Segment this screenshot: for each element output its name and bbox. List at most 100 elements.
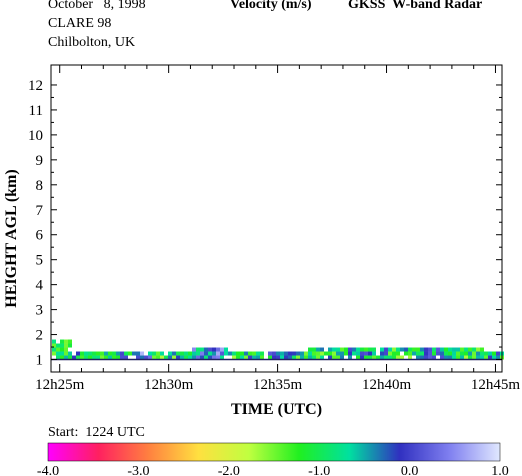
y-tick-label: 10 bbox=[28, 128, 43, 144]
echo-cell bbox=[436, 347, 440, 352]
x-tick-label: 12h30m bbox=[144, 377, 194, 393]
echo-cell bbox=[456, 355, 460, 360]
echo-cell bbox=[480, 351, 484, 356]
echo-cell bbox=[104, 355, 108, 360]
echo-cell bbox=[252, 355, 256, 360]
echo-cell bbox=[192, 351, 196, 356]
echo-cell bbox=[252, 351, 256, 356]
echo-cell bbox=[424, 351, 428, 356]
instrument-label: GKSS W-band Radar bbox=[348, 0, 483, 12]
x-tick-label: 12h35m bbox=[253, 377, 303, 393]
echo-cell bbox=[180, 351, 184, 356]
echo-cell bbox=[396, 347, 400, 352]
echo-cell bbox=[68, 351, 72, 356]
echo-cell bbox=[60, 351, 64, 356]
echo-cell bbox=[444, 355, 448, 360]
echo-cell bbox=[484, 351, 488, 356]
echo-cell bbox=[124, 351, 128, 356]
echo-cell bbox=[52, 351, 56, 356]
echo-cell bbox=[372, 347, 376, 352]
echo-cell bbox=[308, 347, 312, 352]
echo-cell bbox=[456, 351, 460, 356]
echo-cell bbox=[296, 355, 300, 360]
echo-cell bbox=[388, 347, 392, 352]
echo-cell bbox=[308, 355, 312, 360]
echo-cell bbox=[268, 355, 272, 360]
echo-cell bbox=[292, 351, 296, 356]
echo-cell bbox=[216, 347, 220, 352]
echo-cell bbox=[212, 355, 216, 360]
echo-cell bbox=[204, 347, 208, 352]
echo-cell bbox=[452, 347, 456, 352]
echo-cell bbox=[56, 355, 60, 360]
echo-cell bbox=[484, 355, 488, 360]
echo-cell bbox=[372, 351, 376, 356]
echo-cell bbox=[480, 347, 484, 352]
echo-cell bbox=[392, 351, 396, 356]
echo-cell bbox=[468, 355, 472, 360]
echo-cell bbox=[156, 355, 160, 360]
echo-cell bbox=[440, 355, 444, 360]
echo-cell bbox=[472, 355, 476, 360]
echo-cell bbox=[68, 355, 72, 360]
echo-cell bbox=[148, 355, 152, 360]
echo-cell bbox=[80, 355, 84, 360]
echo-cell bbox=[212, 347, 216, 352]
echo-cell bbox=[400, 355, 404, 360]
echo-cell bbox=[448, 351, 452, 356]
echo-cell bbox=[156, 351, 160, 356]
echo-cell bbox=[76, 355, 80, 360]
echo-cell bbox=[396, 351, 400, 356]
echo-cell bbox=[248, 351, 252, 356]
echo-cell bbox=[204, 351, 208, 356]
chart-title: Velocity (m/s) bbox=[230, 0, 312, 12]
y-tick-label: 9 bbox=[36, 153, 44, 169]
echo-cell bbox=[368, 351, 372, 356]
echo-cell bbox=[104, 351, 108, 356]
echo-cell bbox=[172, 351, 176, 356]
echo-cell bbox=[212, 351, 216, 356]
echo-cell bbox=[424, 347, 428, 352]
echo-cell bbox=[224, 347, 228, 352]
echo-cell bbox=[364, 351, 368, 356]
echo-cell bbox=[236, 351, 240, 356]
echo-cell bbox=[60, 355, 64, 360]
echo-cell bbox=[420, 355, 424, 360]
echo-cell bbox=[160, 351, 164, 356]
echo-cell bbox=[368, 347, 372, 352]
echo-cell bbox=[452, 351, 456, 356]
echo-cell bbox=[260, 351, 264, 356]
echo-cell bbox=[368, 355, 372, 360]
echo-cell bbox=[428, 347, 432, 352]
echo-cell bbox=[304, 355, 308, 360]
echo-cell bbox=[424, 355, 428, 360]
echo-cell bbox=[448, 355, 452, 360]
echo-cell bbox=[384, 351, 388, 356]
echo-cell bbox=[292, 355, 296, 360]
echo-cell bbox=[88, 351, 92, 356]
x-axis-title: TIME (UTC) bbox=[231, 401, 322, 418]
echo-cell bbox=[200, 351, 204, 356]
echo-cell bbox=[400, 347, 404, 352]
echo-cell bbox=[208, 351, 212, 356]
echo-cell bbox=[268, 351, 272, 356]
echo-cell bbox=[284, 355, 288, 360]
echo-cell bbox=[112, 351, 116, 356]
echo-cell bbox=[120, 351, 124, 356]
echo-cell bbox=[208, 355, 212, 360]
echo-cell bbox=[328, 355, 332, 360]
echo-cell bbox=[60, 343, 64, 348]
echo-cell bbox=[492, 351, 496, 356]
echo-cell bbox=[488, 355, 492, 360]
echo-cell bbox=[364, 347, 368, 352]
echo-cell bbox=[388, 355, 392, 360]
echo-cell bbox=[220, 347, 224, 352]
echo-cell bbox=[304, 351, 308, 356]
echo-cell bbox=[92, 351, 96, 356]
y-tick-label: 2 bbox=[36, 328, 44, 344]
echo-cell bbox=[68, 343, 72, 348]
echo-cell bbox=[84, 355, 88, 360]
echo-cell bbox=[120, 355, 124, 360]
echo-cell bbox=[256, 355, 260, 360]
